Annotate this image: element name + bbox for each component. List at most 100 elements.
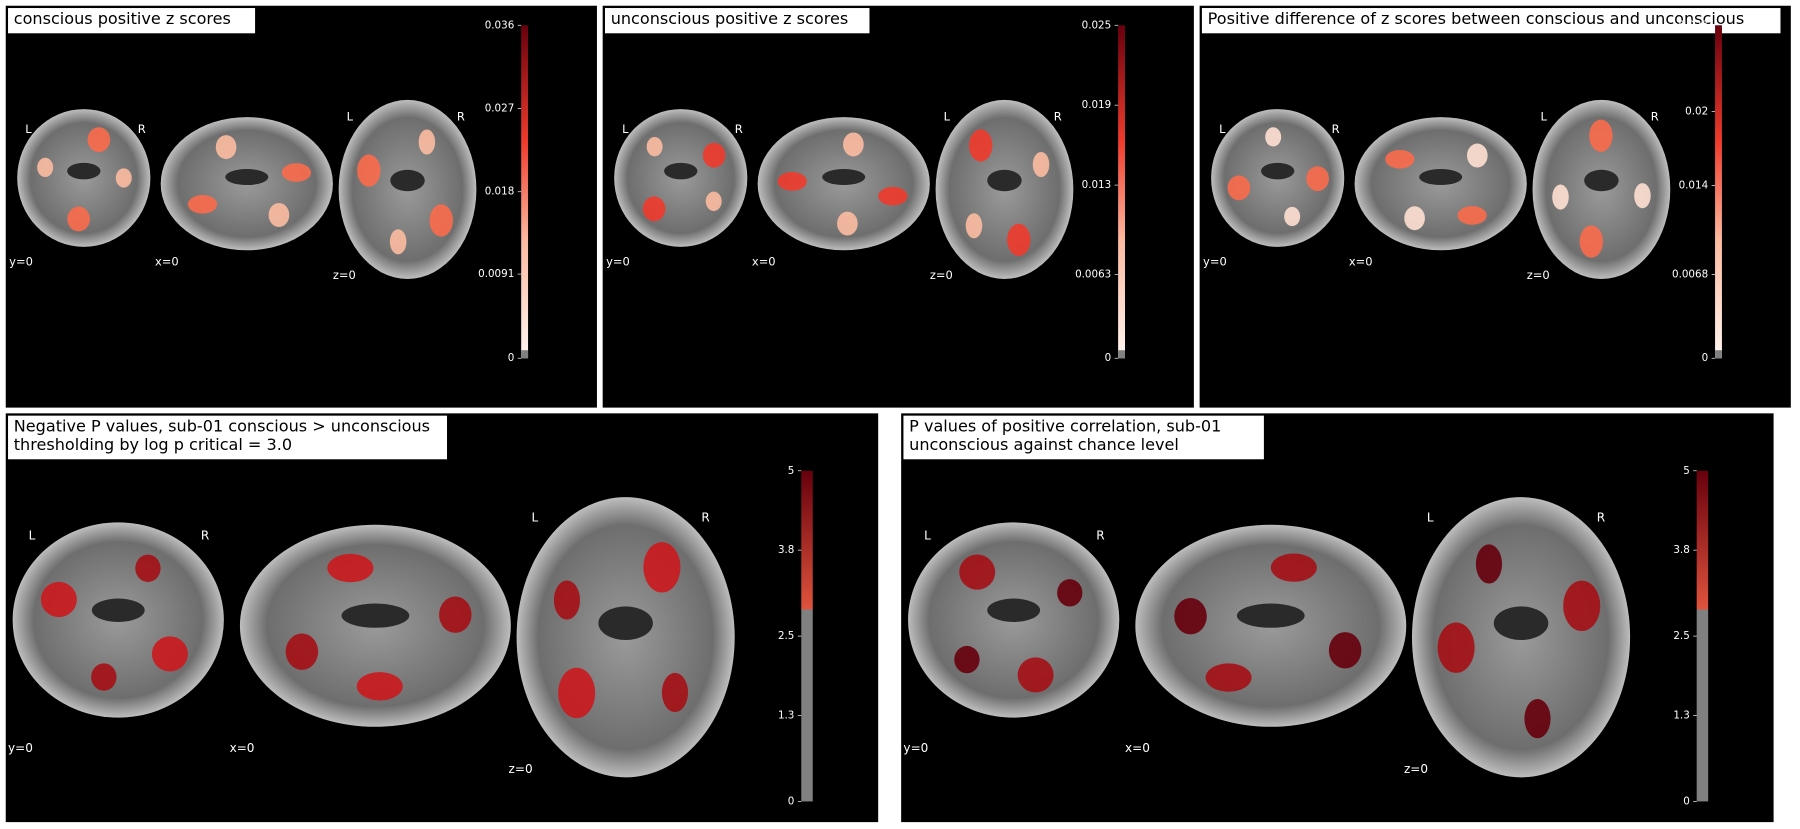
ventricle xyxy=(91,598,145,622)
activation-blob xyxy=(705,191,722,211)
colorbar-tick-label: 0.0063 xyxy=(1075,268,1111,280)
activation-blob xyxy=(959,554,996,590)
activation-blob xyxy=(1466,143,1488,168)
activation-blob xyxy=(37,157,54,178)
panel-title: conscious positive z scores xyxy=(14,9,231,28)
colorbar-tick-label: 1.3 xyxy=(778,709,794,721)
activation-blob xyxy=(843,132,864,157)
colorbar-tick-label: 5 xyxy=(788,465,795,477)
colorbar-tick-label: 5 xyxy=(1683,465,1690,477)
orientation-label: L xyxy=(347,110,354,124)
panel-title: P values of positive correlation, sub-01 xyxy=(909,417,1221,436)
activation-blob xyxy=(1437,622,1475,673)
colorbar-tick-label: 2.5 xyxy=(778,630,794,642)
ventricle xyxy=(987,169,1022,192)
panel-title: Positive difference of z scores between … xyxy=(1208,9,1745,28)
title-box xyxy=(8,8,256,34)
ventricle xyxy=(1261,162,1295,180)
cut-label: x=0 xyxy=(752,254,776,268)
cut-label: x=0 xyxy=(230,741,255,755)
ventricle xyxy=(822,169,866,186)
activation-blob xyxy=(1589,119,1613,152)
activation-blob xyxy=(215,135,237,160)
activation-blob xyxy=(777,172,807,191)
activation-blob xyxy=(1007,223,1031,256)
activation-blob xyxy=(1227,175,1251,201)
orientation-label: L xyxy=(622,122,629,136)
colorbar xyxy=(521,25,529,359)
activation-blob xyxy=(1057,579,1083,607)
activation-blob xyxy=(837,211,858,236)
activation-blob xyxy=(1270,553,1317,582)
colorbar-under xyxy=(1715,350,1722,359)
cut-label: z=0 xyxy=(1527,268,1550,282)
cut-label: z=0 xyxy=(509,762,533,776)
ventricle xyxy=(390,169,425,192)
activation-blob xyxy=(91,663,117,691)
activation-blob xyxy=(1205,663,1252,692)
orientation-label: L xyxy=(29,529,36,543)
activation-blob xyxy=(1328,632,1362,669)
panel-title: unconscious positive z scores xyxy=(611,9,849,28)
colorbar xyxy=(801,470,813,802)
orientation-label: R xyxy=(1054,110,1062,124)
ventricle xyxy=(67,162,101,180)
cut-label: y=0 xyxy=(1203,254,1227,268)
cut-label: x=0 xyxy=(1125,741,1150,755)
colorbar-tick-label: 0.019 xyxy=(1082,99,1112,111)
activation-blob xyxy=(418,129,436,155)
activation-blob xyxy=(429,204,453,237)
orientation-label: L xyxy=(1219,122,1226,136)
activation-blob xyxy=(642,196,666,222)
colorbar-tick-label: 0.018 xyxy=(485,186,515,198)
orientation-label: R xyxy=(1332,122,1340,136)
activation-blob xyxy=(643,542,681,593)
colorbar-tick-label: 0.025 xyxy=(1082,19,1112,31)
activation-blob xyxy=(1634,183,1651,209)
activation-blob xyxy=(1404,206,1425,231)
orientation-label: R xyxy=(201,529,210,543)
activation-blob xyxy=(661,672,689,713)
colorbar-tick-label: 2.5 xyxy=(1673,630,1689,642)
activation-blob xyxy=(1457,206,1487,225)
activation-blob xyxy=(968,129,993,162)
ventricle xyxy=(664,162,698,180)
activation-blob xyxy=(878,186,908,206)
activation-blob xyxy=(954,645,980,674)
activation-blob xyxy=(558,667,596,719)
orientation-label: R xyxy=(1597,510,1606,524)
colorbar-under xyxy=(1118,350,1125,359)
activation-blob xyxy=(327,553,374,583)
cut-label: y=0 xyxy=(903,741,928,755)
activation-blob xyxy=(702,142,726,168)
activation-blob xyxy=(1385,149,1415,169)
ventricle xyxy=(598,606,653,641)
activation-blob xyxy=(1475,544,1503,584)
colorbar-tick-label: 0.036 xyxy=(485,19,515,31)
activation-blob xyxy=(389,229,407,255)
ventricle xyxy=(1493,606,1549,641)
title-box xyxy=(604,8,870,34)
colorbar-tick-label: 0.0068 xyxy=(1672,268,1708,280)
activation-blob xyxy=(1306,166,1329,192)
ventricle xyxy=(1584,169,1619,192)
cut-label: z=0 xyxy=(930,268,953,282)
colorbar-tick-label: 0.027 xyxy=(1679,19,1709,31)
colorbar-under xyxy=(521,350,529,359)
title-box xyxy=(903,415,1264,460)
colorbar-tick-label: 0.027 xyxy=(485,103,515,115)
activation-blob xyxy=(1284,206,1301,227)
activation-blob xyxy=(135,554,161,582)
ventricle xyxy=(225,169,269,186)
colorbar-tick-label: 1.3 xyxy=(1673,709,1689,721)
activation-blob xyxy=(268,203,290,227)
activation-blob xyxy=(1563,580,1601,632)
ventricle xyxy=(987,598,1041,622)
activation-blob xyxy=(115,168,132,188)
panel-title: Negative P values, sub-01 conscious > un… xyxy=(14,417,430,436)
panel-title: unconscious against chance level xyxy=(909,435,1179,454)
activation-blob xyxy=(357,154,381,187)
colorbar-tick-label: 0 xyxy=(1683,795,1690,807)
activation-blob xyxy=(1524,698,1551,739)
